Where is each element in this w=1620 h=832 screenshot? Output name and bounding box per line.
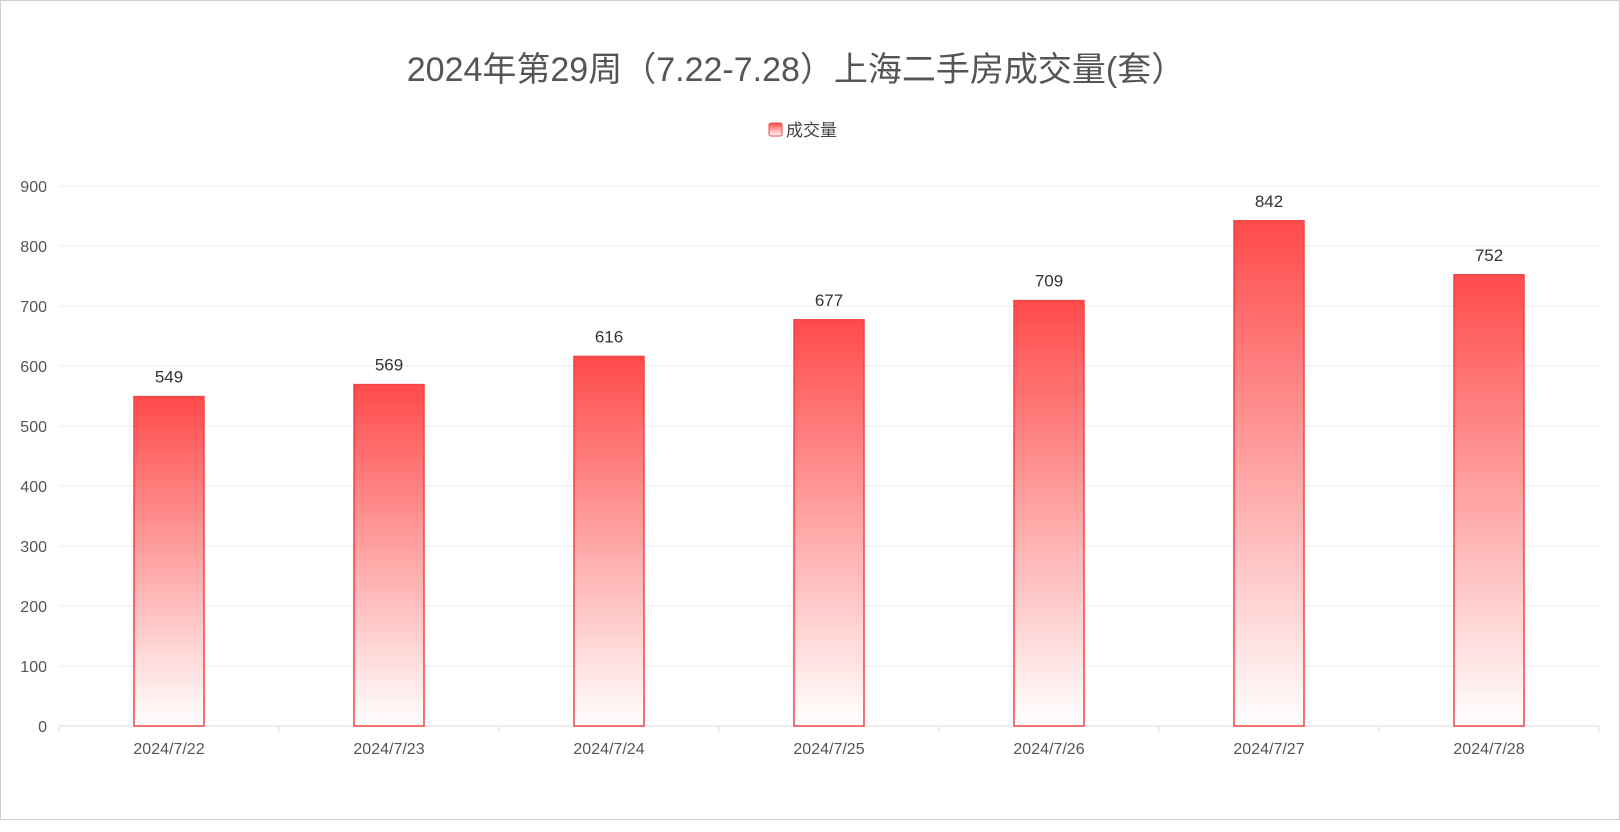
bar [1233, 220, 1305, 727]
chart-title: 2024年第29周（7.22-7.28）上海二手房成交量(套） [407, 51, 1185, 89]
bar [353, 383, 425, 727]
y-tick-label: 700 [20, 299, 47, 316]
bar [1453, 274, 1525, 727]
data-label: 752 [1475, 246, 1503, 265]
y-tick-label: 900 [20, 179, 47, 196]
data-label: 549 [155, 368, 183, 387]
x-axis-ticks: 2024/7/22 2024/7/23 2024/7/24 2024/7/25 2024… [58, 726, 1600, 758]
y-tick-label: 300 [20, 539, 47, 556]
x-tick-label: 2024/7/25 [793, 741, 864, 758]
y-tick-label: 600 [20, 359, 47, 376]
legend-swatch [768, 122, 783, 137]
y-tick-label: 500 [20, 419, 47, 436]
bar [1013, 299, 1085, 727]
bar [793, 319, 865, 727]
x-tick-label: 2024/7/22 [133, 741, 204, 758]
x-tick-label: 2024/7/27 [1233, 741, 1304, 758]
legend-label: 成交量 [786, 121, 837, 140]
data-label: 842 [1255, 192, 1283, 211]
data-label: 677 [815, 291, 843, 310]
bar [573, 355, 645, 727]
y-axis-ticks: 0 100 200 300 400 500 600 700 800 900 [20, 179, 47, 736]
x-tick-label: 2024/7/23 [353, 741, 424, 758]
y-tick-label: 200 [20, 599, 47, 616]
bars [133, 220, 1525, 727]
y-tick-label: 100 [20, 659, 47, 676]
x-tick-label: 2024/7/28 [1453, 741, 1524, 758]
data-label: 709 [1035, 272, 1063, 291]
data-label: 569 [375, 356, 403, 375]
y-tick-label: 0 [38, 719, 47, 736]
x-tick-label: 2024/7/24 [573, 741, 644, 758]
y-tick-label: 800 [20, 239, 47, 256]
x-tick-label: 2024/7/26 [1013, 741, 1084, 758]
data-labels: 549 569 616 677 709 842 752 [155, 192, 1503, 387]
data-label: 616 [595, 327, 623, 346]
legend[interactable]: 成交量 [768, 121, 837, 140]
y-tick-label: 400 [20, 479, 47, 496]
bar [133, 395, 205, 727]
